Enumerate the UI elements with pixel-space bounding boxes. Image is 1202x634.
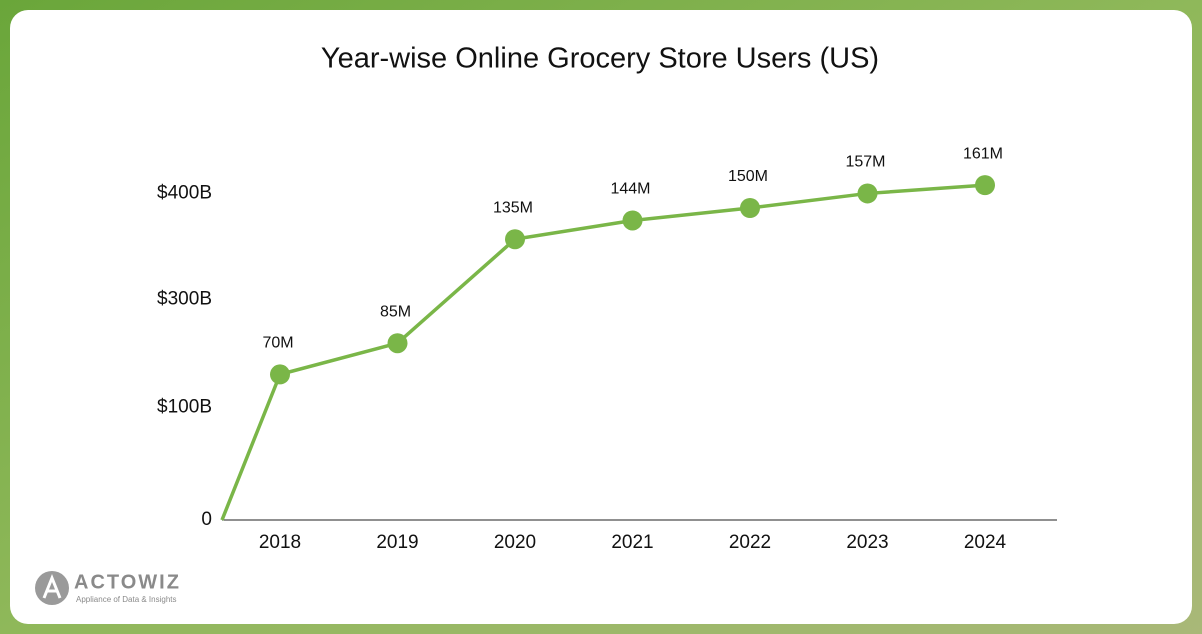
- x-tick-label: 2022: [729, 532, 771, 553]
- y-tick-label: $400B: [157, 182, 212, 203]
- x-tick-label: 2023: [846, 532, 888, 553]
- y-tick-label: $300B: [157, 289, 212, 310]
- value-label: 144M: [610, 181, 650, 198]
- point: [387, 333, 408, 354]
- value-label: 70M: [262, 335, 293, 352]
- point: [622, 210, 643, 231]
- value-label: 85M: [380, 303, 411, 320]
- x-tick-label: 2020: [494, 532, 536, 553]
- logo: ACTOWIZ Appliance of Data & Insights: [35, 571, 181, 605]
- line: [220, 183, 986, 521]
- value-label: 135M: [493, 199, 533, 216]
- value-label: 161M: [963, 145, 1003, 162]
- point: [975, 175, 995, 196]
- value-label: 150M: [728, 168, 768, 185]
- value-label: 157M: [845, 154, 885, 171]
- logo-name: ACTOWIZ: [74, 571, 181, 593]
- point: [740, 198, 760, 218]
- x-tick-label: 2024: [964, 532, 1007, 553]
- x-tick-label: 2018: [259, 532, 301, 553]
- y-tick-label: $100B: [157, 397, 212, 418]
- card: [10, 10, 1192, 624]
- point: [857, 183, 878, 204]
- x-tick-label: 2019: [376, 532, 418, 553]
- x-tick-label: 2021: [611, 532, 653, 553]
- point: [270, 364, 290, 385]
- logo-mark: [42, 573, 62, 599]
- logo-tagline: Appliance of Data & Insights: [76, 595, 177, 604]
- point: [505, 229, 525, 250]
- y-tick-label: 0: [201, 509, 212, 530]
- chart-title: Year-wise Online Grocery Store Users (US…: [321, 43, 879, 75]
